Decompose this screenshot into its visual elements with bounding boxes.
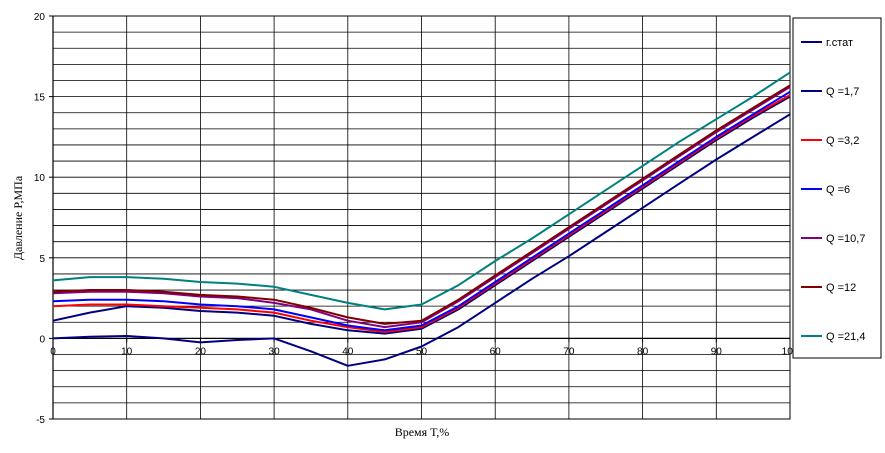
- grid: [52, 15, 791, 420]
- x-tick-label: 100: [782, 346, 799, 357]
- y-axis-label: Давление Р,МПа: [11, 175, 25, 260]
- y-tick-label: 20: [34, 12, 46, 23]
- y-tick-label: -5: [36, 415, 45, 426]
- x-tick-label: 10: [121, 346, 133, 357]
- x-tick-label: 0: [50, 346, 56, 357]
- y-tick-label: 15: [34, 93, 46, 104]
- legend: г.стат Q =1,7 Q =3,2 Q =6 Q =10,7 Q =12 Q =21,…: [792, 17, 882, 359]
- series-line-3: [52, 94, 791, 333]
- legend-label-4: Q =6: [826, 184, 850, 196]
- legend-label-1: г.стат: [826, 37, 853, 49]
- series-line-7: [52, 71, 791, 311]
- series-line-6: [52, 84, 791, 325]
- x-tick-label: 30: [269, 346, 281, 357]
- y-tick-label: 0: [39, 334, 45, 345]
- series-lines: [52, 71, 791, 367]
- x-tick-label: 70: [563, 346, 575, 357]
- legend-label-3: Q =3,2: [826, 135, 859, 147]
- x-tick-label: 50: [416, 346, 428, 357]
- axes: [49, 15, 791, 420]
- x-axis-label: Время Т,%: [395, 425, 450, 439]
- x-tick-label: 80: [637, 346, 649, 357]
- y-tick-label: 5: [39, 254, 45, 265]
- series-line-2: [52, 95, 791, 335]
- x-tick-label: 20: [195, 346, 207, 357]
- x-tick-label: 40: [342, 346, 354, 357]
- series-line-1: [52, 113, 791, 367]
- x-tick-label: 90: [711, 346, 723, 357]
- legend-label-5: Q =10,7: [826, 233, 865, 245]
- legend-label-6: Q =12: [826, 282, 856, 294]
- series-line-5: [52, 86, 791, 329]
- legend-label-7: Q =21,4: [826, 331, 865, 343]
- x-tick-label: 60: [490, 346, 502, 357]
- y-tick-label: 10: [34, 173, 46, 184]
- legend-label-2: Q =1,7: [826, 86, 859, 98]
- series-line-4: [52, 90, 791, 332]
- tick-labels: -5 0 5 10 15 20 0 10 20 30 40 50 60 70 80 90 100: [34, 12, 799, 426]
